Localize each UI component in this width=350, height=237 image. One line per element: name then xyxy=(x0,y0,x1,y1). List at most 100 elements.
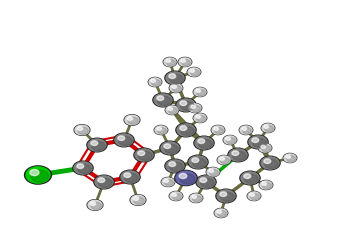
Circle shape xyxy=(217,190,235,202)
Circle shape xyxy=(191,105,201,112)
Circle shape xyxy=(138,151,145,155)
Circle shape xyxy=(135,149,153,161)
Circle shape xyxy=(88,139,106,151)
Circle shape xyxy=(247,191,261,201)
Circle shape xyxy=(239,125,253,135)
Circle shape xyxy=(133,197,139,200)
Circle shape xyxy=(194,88,206,96)
Circle shape xyxy=(284,154,296,162)
Circle shape xyxy=(92,141,105,150)
Circle shape xyxy=(166,59,170,62)
Circle shape xyxy=(131,195,145,205)
Circle shape xyxy=(176,98,196,112)
Circle shape xyxy=(181,101,194,110)
Circle shape xyxy=(179,58,191,66)
Circle shape xyxy=(180,101,187,105)
Circle shape xyxy=(189,104,201,112)
Circle shape xyxy=(190,194,202,202)
Circle shape xyxy=(226,137,231,140)
Circle shape xyxy=(78,127,88,134)
Circle shape xyxy=(166,160,184,172)
Circle shape xyxy=(181,59,190,66)
Circle shape xyxy=(181,126,194,136)
Circle shape xyxy=(189,193,203,203)
Circle shape xyxy=(197,176,215,188)
Circle shape xyxy=(176,171,196,185)
Circle shape xyxy=(120,170,140,184)
Circle shape xyxy=(163,57,177,67)
Circle shape xyxy=(158,128,166,134)
Circle shape xyxy=(214,209,228,218)
Circle shape xyxy=(169,191,183,201)
Circle shape xyxy=(176,123,196,137)
Circle shape xyxy=(188,103,202,113)
Circle shape xyxy=(151,79,155,82)
Circle shape xyxy=(190,69,195,72)
Circle shape xyxy=(172,85,176,88)
Circle shape xyxy=(262,182,266,185)
Circle shape xyxy=(157,127,161,130)
Circle shape xyxy=(193,158,206,168)
Circle shape xyxy=(169,83,183,93)
Circle shape xyxy=(74,125,90,135)
Circle shape xyxy=(157,96,164,100)
Circle shape xyxy=(125,115,139,125)
Circle shape xyxy=(160,141,180,155)
Circle shape xyxy=(232,151,239,155)
Circle shape xyxy=(262,182,271,189)
Circle shape xyxy=(262,124,274,132)
Circle shape xyxy=(191,105,196,108)
Circle shape xyxy=(164,180,173,186)
Circle shape xyxy=(139,151,152,160)
Circle shape xyxy=(166,59,175,66)
Circle shape xyxy=(226,137,236,144)
Circle shape xyxy=(194,136,214,150)
Circle shape xyxy=(115,134,133,146)
Circle shape xyxy=(91,141,98,146)
Circle shape xyxy=(119,136,132,146)
Circle shape xyxy=(180,126,187,131)
Circle shape xyxy=(193,87,207,96)
Circle shape xyxy=(286,155,295,162)
Circle shape xyxy=(193,114,207,123)
Circle shape xyxy=(161,142,179,154)
Circle shape xyxy=(214,127,218,130)
Circle shape xyxy=(198,139,205,143)
Circle shape xyxy=(264,159,271,164)
Circle shape xyxy=(90,202,96,205)
Circle shape xyxy=(265,159,278,169)
Circle shape xyxy=(180,174,195,184)
Circle shape xyxy=(148,77,162,87)
Circle shape xyxy=(215,128,223,134)
Circle shape xyxy=(130,195,146,205)
Circle shape xyxy=(164,179,168,182)
Circle shape xyxy=(248,192,260,200)
Circle shape xyxy=(77,164,84,169)
Circle shape xyxy=(220,192,227,196)
Circle shape xyxy=(220,192,234,201)
Circle shape xyxy=(228,148,248,162)
Circle shape xyxy=(216,189,236,203)
Circle shape xyxy=(215,209,227,217)
Circle shape xyxy=(169,74,176,78)
Circle shape xyxy=(181,59,186,62)
Circle shape xyxy=(87,200,103,210)
Circle shape xyxy=(175,170,197,186)
Circle shape xyxy=(168,107,173,110)
Circle shape xyxy=(74,162,92,174)
Circle shape xyxy=(149,78,161,86)
Circle shape xyxy=(98,178,105,182)
Circle shape xyxy=(91,202,101,209)
Circle shape xyxy=(170,74,183,83)
Circle shape xyxy=(155,126,167,134)
Circle shape xyxy=(207,168,219,176)
Circle shape xyxy=(172,193,176,196)
Circle shape xyxy=(31,170,49,182)
Circle shape xyxy=(134,197,144,204)
Circle shape xyxy=(261,145,266,148)
Circle shape xyxy=(154,125,168,135)
Circle shape xyxy=(190,70,199,76)
Circle shape xyxy=(127,117,133,120)
Circle shape xyxy=(178,57,192,67)
Circle shape xyxy=(252,138,259,142)
